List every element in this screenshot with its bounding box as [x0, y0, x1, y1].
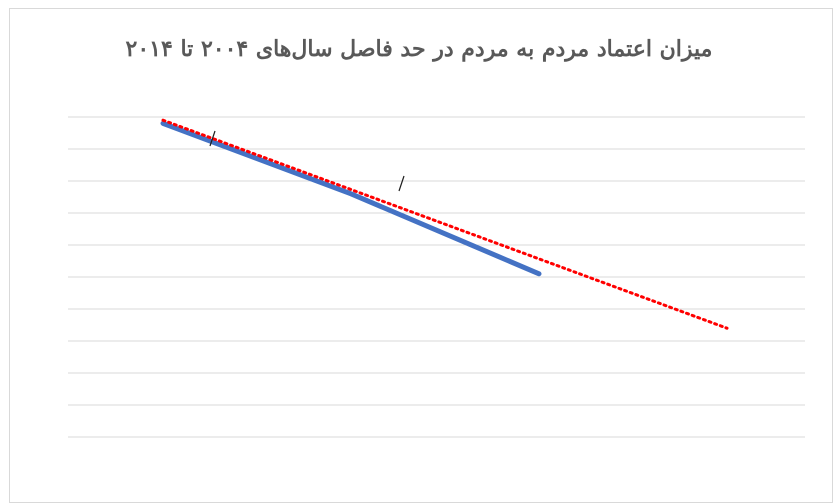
trendline-layer — [161, 118, 729, 330]
gridlines — [68, 116, 805, 438]
series-line — [160, 120, 542, 277]
data-marker — [209, 130, 216, 147]
data-marker — [398, 175, 405, 192]
marker-layer — [209, 130, 405, 192]
chart-title: میزان اعتماد مردم به مردم در حد فاصل سال… — [125, 36, 713, 62]
chart-area — [9, 8, 833, 503]
trendline — [161, 118, 729, 330]
series-layer — [160, 120, 542, 277]
